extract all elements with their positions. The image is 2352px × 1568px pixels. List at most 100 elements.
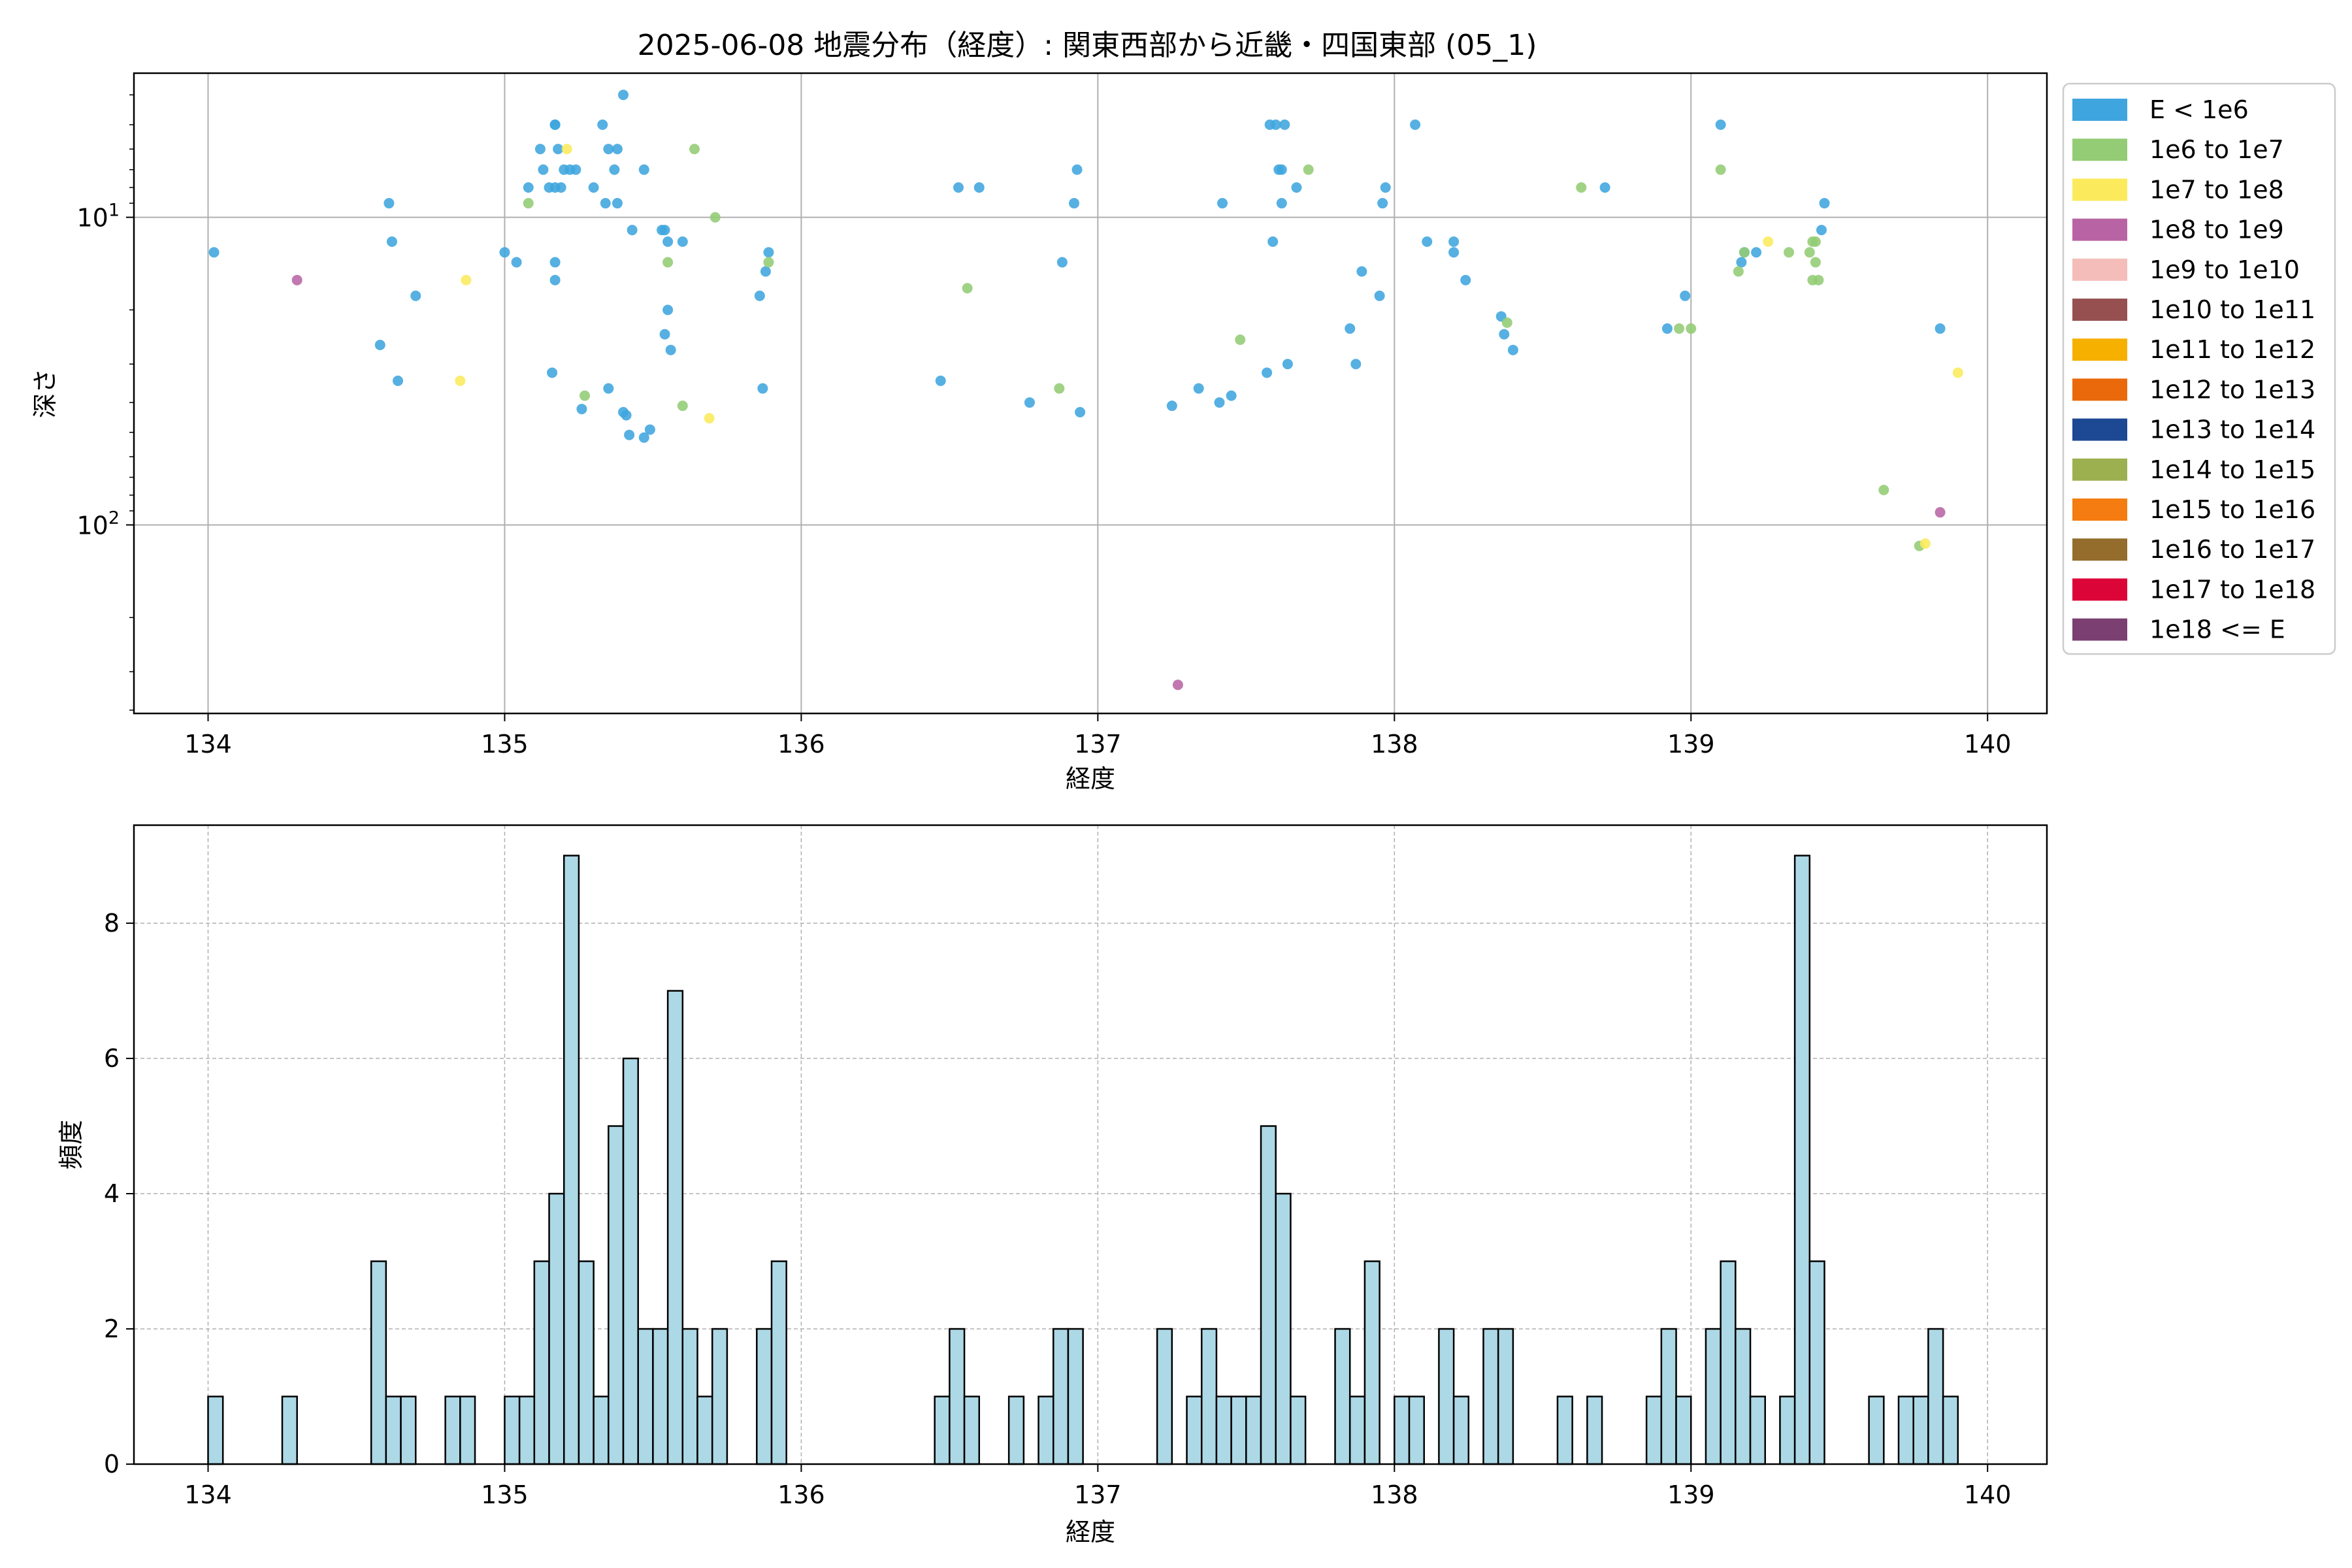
- scatter-point-s0-61: [1214, 397, 1225, 408]
- scatter-point-s0-39: [644, 424, 655, 435]
- histogram-bar-49: [1556, 1396, 1573, 1465]
- scatter-point-s0-7: [511, 257, 522, 268]
- histogram-bar-10: [548, 1192, 565, 1465]
- scatter-point-s0-30: [612, 198, 623, 209]
- scatter-point-s0-10: [538, 164, 549, 175]
- histogram-bar-1: [281, 1396, 298, 1465]
- histogram-bar-8: [518, 1396, 536, 1465]
- legend-label-7: 1e12 to 1e13: [2149, 375, 2315, 404]
- histogram-bar-14: [608, 1125, 625, 1465]
- legend-label-2: 1e7 to 1e8: [2149, 175, 2284, 204]
- scatter-point-s0-57: [1071, 164, 1083, 175]
- legend-items: E < 1e6 1e6 to 1e7 1e7 to 1e8 1e8 to 1e9 1e9…: [2072, 95, 2315, 644]
- histogram-bar-25: [949, 1328, 966, 1465]
- scatter-point-s0-92: [1736, 257, 1747, 268]
- scatter-point-s0-44: [662, 304, 674, 316]
- histogram-axes: 134 135 136 137 138 139 140 0 2 4 6 8: [104, 909, 2012, 1509]
- scatter-x-tick-label-0: 134: [184, 730, 232, 759]
- legend-swatch-13: [2072, 618, 2127, 641]
- histogram-bar-18: [666, 990, 684, 1465]
- scatter-point-s2-1: [461, 274, 472, 286]
- histogram-bar-63: [1912, 1396, 1929, 1465]
- scatter-point-s0-84: [1460, 274, 1471, 286]
- scatter-point-s1-0: [523, 198, 534, 209]
- scatter-point-s0-47: [754, 290, 765, 301]
- scatter-point-s0-23: [576, 404, 587, 415]
- scatter-point-s1-17: [1739, 247, 1750, 258]
- scatter-point-s1-7: [962, 283, 973, 294]
- scatter-y-tick-label-1: 102: [76, 508, 120, 540]
- histogram-bar-5: [444, 1396, 461, 1465]
- scatter-point-s0-94: [1751, 247, 1762, 258]
- histogram-bar-46: [1452, 1396, 1470, 1465]
- scatter-point-s0-87: [1507, 344, 1518, 355]
- scatter-point-s0-58: [1075, 406, 1086, 417]
- scatter-point-s0-38: [638, 432, 649, 443]
- legend-label-3: 1e8 to 1e9: [2149, 216, 2284, 244]
- histogram-bar-6: [459, 1396, 476, 1465]
- histogram-y-tick-label-0: 0: [104, 1450, 120, 1478]
- scatter-point-s0-49: [760, 266, 771, 277]
- legend-swatch-8: [2072, 418, 2127, 441]
- histogram-bar-64: [1927, 1328, 1944, 1465]
- histogram-x-tick-label-5: 139: [1667, 1480, 1715, 1509]
- histogram-bar-52: [1660, 1328, 1677, 1465]
- histogram-bar-16: [637, 1328, 654, 1465]
- histogram-bar-33: [1200, 1328, 1218, 1465]
- histogram-bar-15: [622, 1057, 639, 1465]
- scatter-point-s0-63: [1226, 390, 1237, 401]
- scatter-point-s1-6: [763, 257, 774, 268]
- scatter-point-s0-48: [757, 383, 768, 394]
- histogram-bar-53: [1675, 1396, 1692, 1465]
- histogram-bar-41: [1348, 1396, 1366, 1465]
- scatter-point-s1-8: [1054, 383, 1065, 394]
- legend-swatch-6: [2072, 338, 2127, 361]
- legend-label-9: 1e14 to 1e15: [2149, 455, 2315, 484]
- scatter-point-s0-70: [1276, 198, 1287, 209]
- histogram-bar-32: [1186, 1396, 1203, 1465]
- scatter-point-s0-9: [534, 144, 546, 155]
- scatter-point-s0-29: [609, 164, 620, 175]
- scatter-point-s0-22: [570, 164, 581, 175]
- scatter-point-s1-3: [677, 400, 688, 412]
- histogram-x-axis-label: 経度: [1066, 1518, 1115, 1546]
- scatter-point-s0-43: [662, 236, 674, 247]
- histogram-bar-47: [1482, 1328, 1499, 1465]
- histogram-y-tick-label-4: 8: [104, 909, 120, 938]
- histogram-bar-59: [1793, 855, 1811, 1465]
- scatter-point-s0-14: [549, 119, 561, 130]
- histogram-bar-45: [1438, 1328, 1455, 1465]
- scatter-point-s0-72: [1282, 359, 1293, 370]
- histogram-bar-13: [593, 1396, 610, 1465]
- legend-swatch-3: [2072, 218, 2127, 241]
- scatter-point-s0-69: [1276, 164, 1287, 175]
- histogram-bar-57: [1749, 1396, 1766, 1465]
- legend-swatch-9: [2072, 458, 2127, 481]
- scatter-point-s0-4: [393, 375, 404, 386]
- histogram-bar-28: [1037, 1396, 1054, 1465]
- scatter-point-s0-73: [1291, 182, 1302, 193]
- histogram-bar-31: [1156, 1328, 1173, 1465]
- scatter-point-s0-67: [1270, 119, 1281, 130]
- scatter-point-s0-59: [1166, 400, 1177, 412]
- scatter-grid: [134, 73, 2047, 713]
- histogram-bar-11: [563, 855, 580, 1465]
- scatter-point-s0-89: [1661, 323, 1673, 334]
- histogram-x-tick-label-0: 134: [184, 1480, 232, 1509]
- scatter-point-s0-0: [208, 247, 220, 258]
- scatter-point-s1-5: [710, 212, 721, 223]
- scatter-panel: 134 135 136 137 138 139 140 101 102 経度 深さ: [31, 72, 2048, 793]
- histogram-y-axis-label: 頻度: [57, 1120, 86, 1169]
- scatter-point-s0-26: [600, 198, 611, 209]
- scatter-point-s0-81: [1422, 236, 1433, 247]
- histogram-x-tick-label-3: 137: [1074, 1480, 1122, 1509]
- scatter-point-s2-0: [455, 375, 466, 386]
- scatter-point-s0-6: [499, 247, 510, 258]
- scatter-point-s0-41: [659, 225, 670, 236]
- scatter-point-s3-2: [1935, 507, 1946, 518]
- histogram-bar-26: [963, 1396, 981, 1465]
- legend-swatch-12: [2072, 578, 2127, 601]
- scatter-point-s3-0: [291, 274, 302, 286]
- histogram-bar-0: [207, 1396, 224, 1465]
- scatter-point-s0-50: [763, 247, 774, 258]
